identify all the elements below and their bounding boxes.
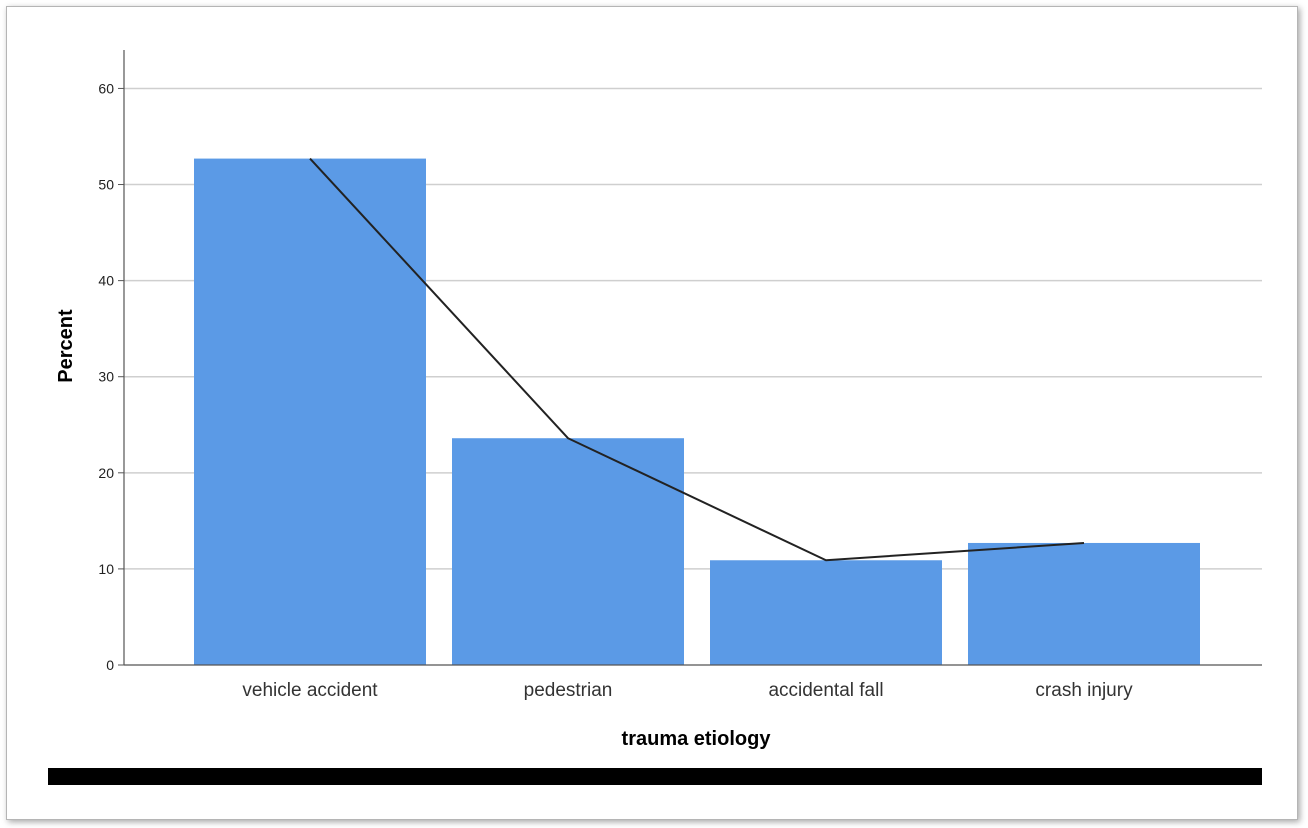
trend-line — [309, 157, 1085, 562]
x-tick-label: crash injury — [1035, 680, 1133, 701]
y-axis-title: Percent — [55, 309, 77, 383]
x-tick-label: accidental fall — [768, 680, 883, 701]
x-tick-label: pedestrian — [524, 680, 613, 701]
bar-crash-injury — [968, 542, 1200, 665]
y-tick-label: 0 — [106, 657, 114, 673]
y-tick-label: 40 — [98, 273, 114, 289]
trend-line-group — [309, 157, 1085, 562]
footer-bar — [48, 768, 1262, 785]
axes — [123, 50, 1262, 666]
bar-vehicle-accident — [194, 158, 426, 665]
y-tick-label: 60 — [98, 80, 114, 96]
bar-pedestrian — [452, 438, 684, 665]
bar-accidental-fall — [710, 560, 942, 665]
y-tick-label: 10 — [98, 561, 114, 577]
y-tick-label: 50 — [98, 177, 114, 193]
y-tick-labels: 0 10 20 30 40 50 60 — [98, 80, 124, 673]
x-tick-label: vehicle accident — [242, 680, 378, 701]
x-axis-title: trauma etiology — [622, 728, 772, 750]
y-tick-label: 20 — [98, 465, 114, 481]
y-tick-label: 30 — [98, 369, 114, 385]
bars — [194, 158, 1200, 665]
x-tick-labels: vehicle accident pedestrian accidental fal… — [242, 680, 1133, 701]
